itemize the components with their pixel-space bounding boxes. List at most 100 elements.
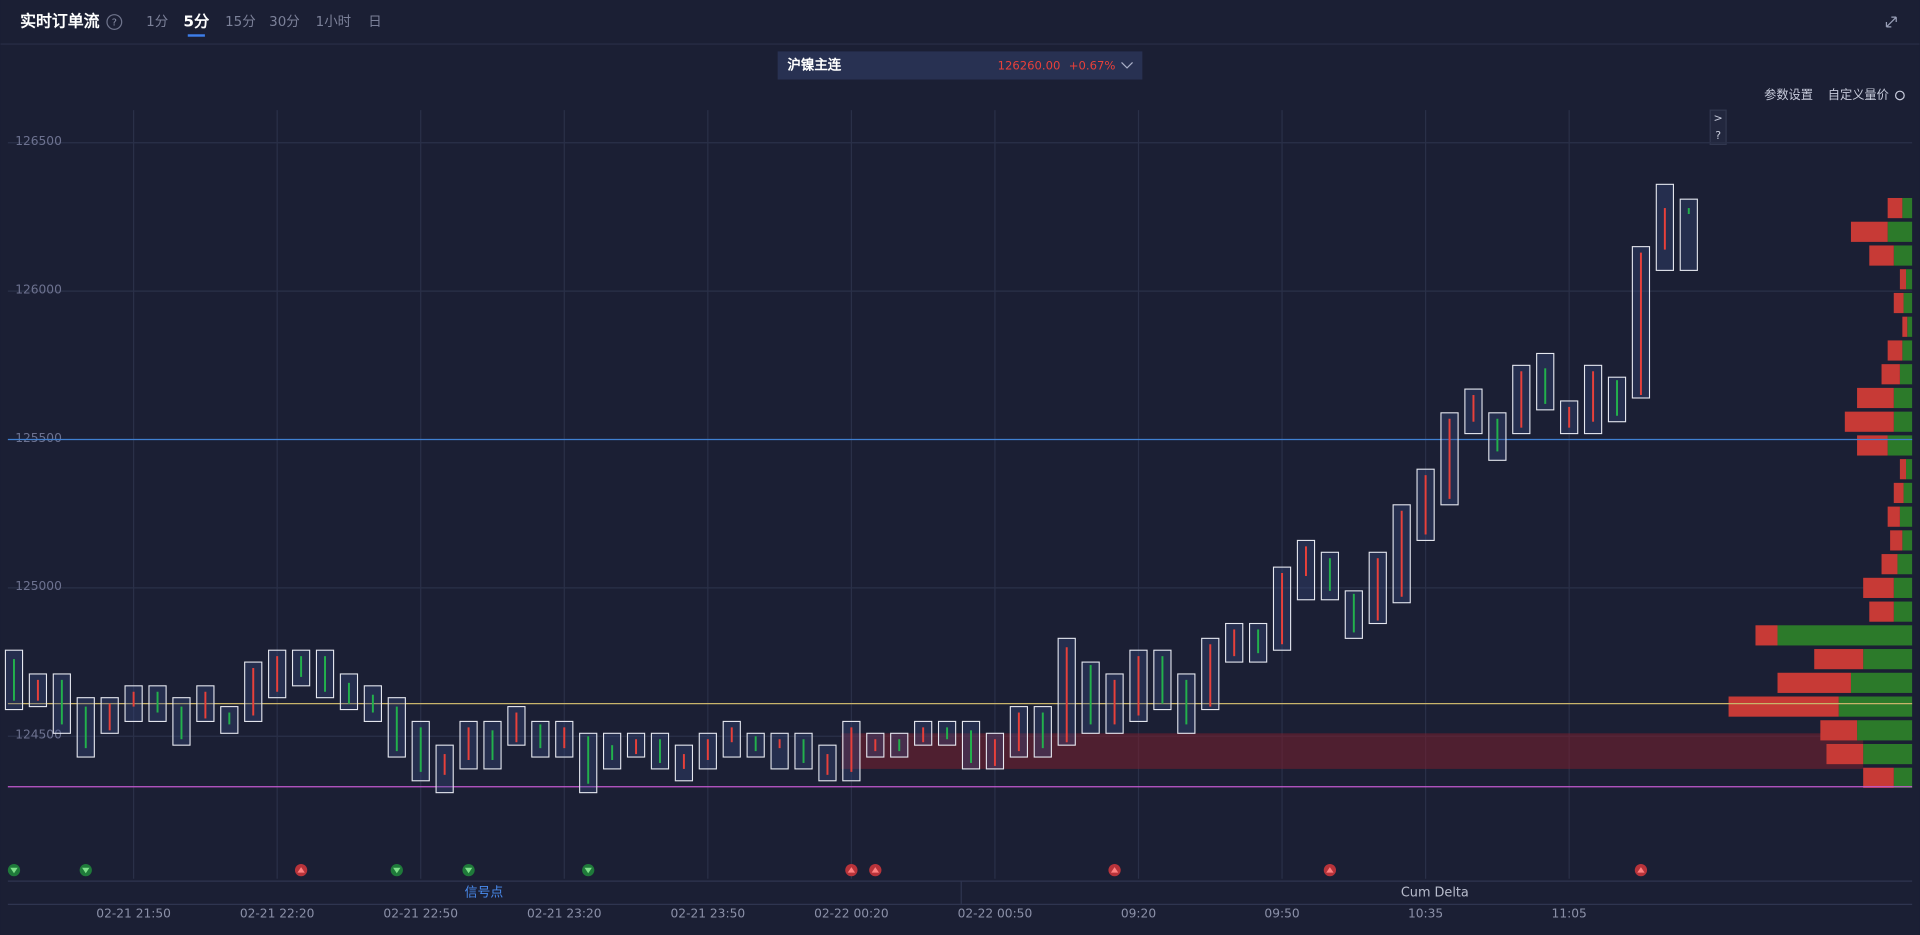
side-buttons (1709, 109, 1727, 146)
signal-arrow (1326, 867, 1334, 873)
profile-sell (1881, 554, 1898, 575)
profile-sell (1777, 672, 1851, 693)
profile-buy (1903, 292, 1913, 314)
profile-sell (1755, 625, 1778, 646)
profile-buy (1893, 577, 1913, 598)
profile-sell (1887, 197, 1903, 219)
timeframe-tab[interactable]: 1小时 (316, 14, 351, 30)
profile-buy (1899, 506, 1913, 527)
custom-button[interactable]: 自定义量价 (1828, 87, 1889, 102)
profile-sell (1857, 387, 1894, 409)
profile-buy (1893, 411, 1913, 432)
profile-sell (1899, 459, 1907, 480)
y-tick-label: 124500 (15, 728, 62, 742)
app-title: 实时订单流 (20, 12, 100, 31)
profile-sell (1899, 269, 1907, 290)
profile-sell (1826, 743, 1864, 765)
help-text[interactable]: ? (112, 18, 117, 29)
profile-buy (1897, 554, 1913, 575)
timeframe-tabs: 1分 5分 15分 30分 1小时 日 (146, 13, 382, 37)
x-tick-label: 02-21 21:50 (96, 907, 171, 921)
x-tick-label: 09:50 (1264, 907, 1299, 921)
profile-sell (1890, 530, 1903, 551)
instrument-price: 126260.00 (998, 59, 1061, 73)
instrument-box[interactable] (777, 51, 1143, 80)
profile-sell (1844, 411, 1894, 432)
profile-buy (1857, 720, 1913, 741)
instrument-name: 沪镍主连 (787, 56, 841, 73)
timeframe-tab[interactable]: 1分 (146, 14, 168, 30)
profile-buy (1907, 316, 1913, 337)
price-zone (841, 733, 1864, 769)
expand-button[interactable]: > (1714, 112, 1723, 125)
profile-buy (1863, 649, 1913, 670)
signal-arrow (297, 867, 305, 873)
timeframe-tab[interactable]: 15分 (225, 14, 256, 30)
profile-sell (1857, 435, 1888, 456)
signal-arrow (584, 867, 592, 874)
cum-delta-tab[interactable]: Cum Delta (1401, 885, 1469, 900)
collapse-icon[interactable] (1885, 16, 1897, 28)
signal-arrow (871, 867, 879, 873)
profile-buy (1893, 601, 1913, 622)
y-tick-label: 126500 (15, 134, 62, 148)
y-tick-label: 125000 (15, 579, 62, 593)
signal-arrow (393, 867, 401, 874)
help-button[interactable]: ? (1715, 129, 1721, 142)
profile-sell (1893, 292, 1904, 314)
profile-sell (1863, 767, 1894, 788)
plot-area: 124500 125000 125500 126000 126500 02-21 21:5… (4, 110, 1913, 921)
footprint-box (1679, 198, 1698, 271)
signal-arrow (1637, 867, 1645, 873)
profile-buy (1893, 767, 1913, 788)
signal-arrow (82, 867, 90, 874)
profile-buy (1902, 197, 1913, 219)
signal-arrow (1110, 867, 1119, 873)
profile-sell (1863, 577, 1894, 598)
profile-sell (1820, 720, 1858, 741)
settings-button[interactable]: 参数设置 (1764, 87, 1813, 102)
dropdown-icon[interactable] (1121, 61, 1133, 69)
x-tick-label: 10:35 (1408, 907, 1443, 921)
profile-buy (1899, 364, 1913, 385)
timeframe-tab[interactable]: 5分 (183, 13, 210, 31)
profile-sell (1893, 482, 1904, 504)
signal-arrow (10, 867, 18, 874)
profile-sell (1869, 245, 1894, 266)
profile-buy (1903, 482, 1913, 504)
profile-sell (1881, 364, 1900, 385)
profile-buy (1887, 435, 1913, 456)
custom-icon (1895, 90, 1905, 101)
x-tick-label: 02-22 00:20 (814, 907, 889, 921)
profile-buy (1863, 743, 1913, 765)
profile-buy (1893, 245, 1913, 266)
profile-buy (1902, 530, 1913, 551)
timeframe-tab[interactable]: 30分 (269, 14, 300, 30)
profile-buy (1902, 340, 1913, 361)
signal-tab[interactable]: 信号点 (465, 885, 504, 900)
profile-sell (1902, 316, 1908, 337)
signal-arrow (847, 867, 856, 873)
profile-sell (1728, 696, 1839, 717)
profile-sell (1814, 649, 1864, 670)
profile-buy (1887, 221, 1913, 242)
y-tick-label: 125500 (15, 431, 62, 445)
signal-arrow (464, 867, 473, 874)
profile-buy (1906, 269, 1913, 290)
y-tick-label: 126000 (15, 282, 62, 296)
profile-sell (1887, 340, 1903, 361)
x-tick-label: 02-21 22:50 (383, 907, 458, 921)
profile-sell (1887, 506, 1900, 527)
x-tick-label: 11:05 (1552, 907, 1587, 921)
instrument-change: +0.67% (1069, 59, 1116, 73)
profile-buy (1777, 625, 1913, 646)
x-tick-label: 02-22 00:50 (958, 907, 1033, 921)
help-icon[interactable] (106, 14, 123, 30)
profile-buy (1893, 387, 1913, 409)
x-tick-label: 02-21 23:50 (671, 907, 746, 921)
profile-buy (1906, 459, 1913, 480)
timeframe-tab[interactable]: 日 (368, 15, 381, 30)
